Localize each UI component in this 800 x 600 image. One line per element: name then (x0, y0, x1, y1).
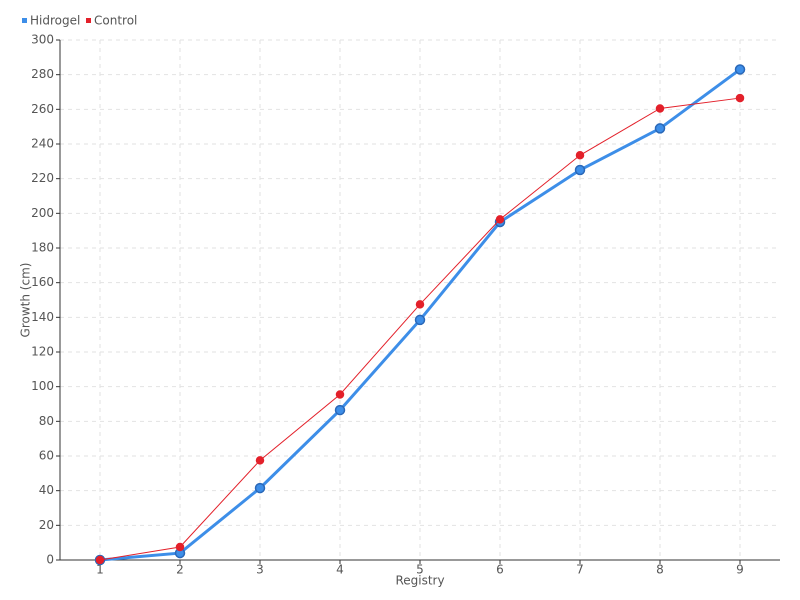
data-point (654, 123, 666, 134)
y-tick-label: 20 (39, 518, 54, 532)
y-tick-label: 40 (39, 483, 54, 497)
x-tick-label: 2 (176, 563, 184, 577)
y-tick-label: 120 (31, 345, 54, 359)
x-tick-label: 7 (576, 563, 584, 577)
x-tick-label: 1 (96, 563, 104, 577)
legend-swatch (86, 18, 91, 23)
data-point (655, 104, 665, 113)
data-point (735, 93, 745, 103)
x-tick-label: 4 (336, 563, 344, 577)
legend-label: Control (94, 14, 137, 28)
y-tick-label: 180 (31, 241, 54, 255)
y-tick-label: 80 (39, 414, 54, 428)
data-point (575, 151, 585, 160)
legend-label: Hidrogel (30, 14, 80, 28)
y-tick-label: 200 (31, 206, 54, 220)
y-tick-label: 0 (46, 553, 54, 567)
y-tick-label: 60 (39, 449, 54, 463)
data-point (574, 164, 586, 176)
y-tick-label: 100 (31, 379, 54, 393)
y-tick-label: 280 (31, 67, 54, 81)
y-tick-label: 140 (31, 310, 54, 324)
data-point (335, 390, 345, 399)
y-axis-label: Growth (cm) (19, 263, 33, 338)
x-tick-label: 9 (736, 563, 744, 577)
x-tick-label: 6 (496, 563, 504, 577)
data-point (334, 404, 346, 416)
data-point (415, 300, 425, 309)
data-point (495, 215, 505, 224)
legend-swatch (22, 18, 27, 23)
data-point (734, 64, 746, 75)
x-tick-label: 5 (416, 563, 424, 577)
x-tick-label: 3 (256, 563, 264, 577)
y-tick-label: 240 (31, 137, 54, 151)
y-tick-label: 160 (31, 275, 54, 289)
data-point (95, 555, 105, 565)
data-point (254, 482, 266, 494)
data-point (175, 542, 185, 552)
x-tick-label: 8 (656, 563, 664, 577)
y-tick-label: 220 (31, 171, 54, 185)
data-point (255, 456, 265, 465)
y-tick-label: 300 (31, 33, 54, 47)
y-tick-label: 260 (31, 102, 54, 116)
x-axis-label: Registry (395, 574, 444, 588)
data-point (414, 314, 426, 326)
